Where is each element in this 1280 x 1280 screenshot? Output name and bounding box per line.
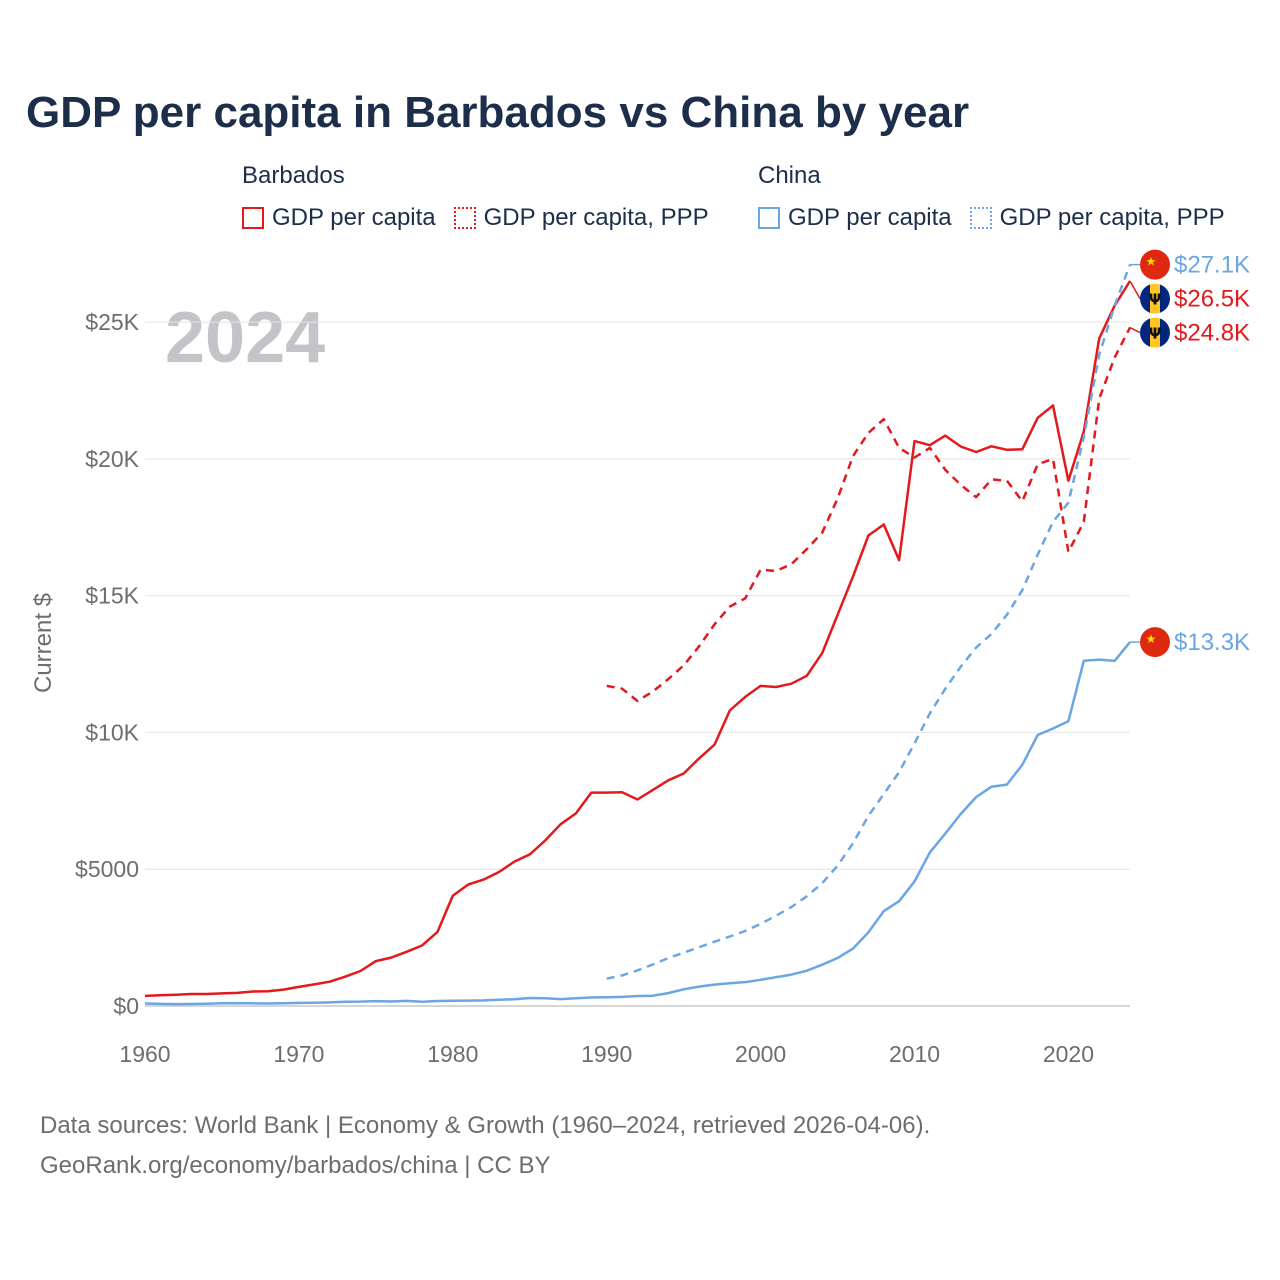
barbados-flag-icon: Ψ — [1140, 317, 1170, 348]
y-tick-label: $0 — [113, 993, 139, 1019]
x-tick-label: 2010 — [889, 1041, 940, 1067]
flag-star-glyph: ★ — [1146, 632, 1157, 646]
legend-label: GDP per capita, PPP — [999, 204, 1225, 231]
x-tick-label: 1980 — [427, 1041, 478, 1067]
legend-swatch-dotted-icon — [453, 207, 476, 229]
series-end-label: $24.8K — [1174, 320, 1250, 347]
flag-star-glyph: ★ — [1146, 255, 1157, 269]
legend-swatch-solid-icon — [242, 207, 264, 229]
flag-stripe — [1160, 317, 1170, 348]
legend-group-barbados: Barbados GDP per capita GDP per capita, … — [242, 162, 709, 232]
flag-trident-glyph: Ψ — [1149, 325, 1162, 343]
legend-item-china-gdp-ppp[interactable]: GDP per capita, PPP — [969, 204, 1225, 232]
china-flag-icon — [1140, 249, 1170, 280]
x-tick-label: 1970 — [273, 1041, 324, 1067]
china-flag-icon — [1140, 627, 1170, 658]
legend-group-china: China GDP per capita GDP per capita, PPP — [758, 162, 1225, 232]
flag-stripe — [1160, 283, 1170, 314]
y-axis-title: Current $ — [30, 593, 57, 693]
series-line — [144, 641, 1131, 1006]
x-tick-label: 2000 — [735, 1041, 786, 1067]
barbados-flag-icon: Ψ — [1140, 283, 1170, 314]
legend-label: GDP per capita, PPP — [483, 204, 709, 231]
series-end-label: $27.1K — [1174, 252, 1250, 279]
chart-title: GDP per capita in Barbados vs China by y… — [26, 88, 970, 137]
label-connector — [1129, 326, 1141, 334]
y-tick-label: $15K — [85, 583, 139, 609]
flag-stripe — [1150, 283, 1161, 314]
line-chart: 2024 $0 $5000 $10K $15K $20K $25K 1960 1970 1980 1… — [30, 249, 1250, 1067]
sources-line-1: Data sources: World Bank | Economy & Gro… — [40, 1112, 931, 1139]
flag-stripe — [1150, 317, 1161, 348]
legend-group-title: Barbados — [242, 162, 345, 189]
flag-stripe — [1140, 317, 1151, 348]
series-line — [606, 264, 1132, 980]
legend-label: GDP per capita — [272, 204, 436, 231]
legend-item-barbados-gdp[interactable]: GDP per capita — [242, 204, 436, 232]
data-sources: Data sources: World Bank | Economy & Gro… — [40, 1106, 930, 1186]
series-end-label: $26.5K — [1174, 286, 1250, 313]
y-tick-label: $10K — [85, 719, 139, 745]
sources-line-2: GeoRank.org/economy/barbados/china | CC … — [40, 1152, 551, 1179]
flag-stripe — [1140, 283, 1151, 314]
legend-swatch-dotted-icon — [969, 207, 992, 229]
legend-swatch-solid-icon — [758, 207, 780, 229]
series-line — [144, 280, 1132, 998]
x-tick-label: 2020 — [1043, 1041, 1094, 1067]
legend-group-title: China — [758, 162, 821, 189]
legend-item-china-gdp[interactable]: GDP per capita — [758, 204, 952, 232]
legend-label: GDP per capita — [788, 204, 952, 231]
y-tick-label: $5000 — [75, 856, 139, 882]
x-tick-label: 1960 — [119, 1041, 170, 1067]
x-tick-label: 1990 — [581, 1041, 632, 1067]
y-tick-label: $25K — [85, 309, 139, 335]
label-connector — [1129, 280, 1141, 299]
series-end-label: $13.3K — [1174, 629, 1250, 656]
series-line — [606, 326, 1132, 703]
y-tick-label: $20K — [85, 446, 139, 472]
year-label: 2024 — [165, 298, 325, 378]
legend-item-barbados-gdp-ppp[interactable]: GDP per capita, PPP — [453, 204, 709, 232]
flag-trident-glyph: Ψ — [1149, 291, 1162, 309]
